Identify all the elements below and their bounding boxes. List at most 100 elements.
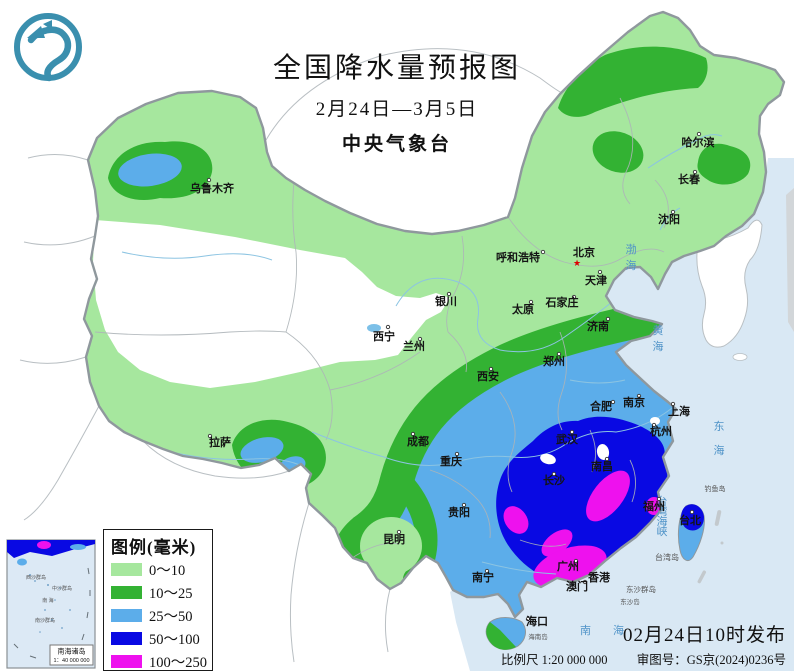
inset-scale: 1：40 000 000	[53, 658, 89, 664]
city-label: 哈尔滨	[682, 135, 715, 149]
zone-100-250-c	[541, 529, 573, 557]
legend-item: 10～25	[111, 581, 212, 604]
legend-items: 0～10 10～25 25～50 50～100 100～250	[111, 558, 212, 671]
dragon-horn-icon	[43, 20, 52, 30]
city-label: 石家庄	[545, 295, 579, 309]
inset-island-label: 南 海	[42, 597, 53, 604]
city-dot	[525, 616, 531, 622]
city-dot	[605, 316, 611, 322]
city-label: 兰州	[403, 339, 425, 353]
zone-100-250-e	[646, 497, 662, 515]
legend-swatch	[111, 655, 142, 668]
city-label: 沈阳	[658, 212, 680, 226]
city-dot	[670, 209, 676, 215]
geo-label: 东沙岛	[620, 597, 640, 606]
inset-100-250	[37, 541, 51, 549]
cma-logo	[14, 13, 82, 82]
lake-dongting	[540, 453, 556, 465]
inset-label-box	[49, 644, 94, 666]
city-label: 武汉	[556, 432, 579, 446]
inset-title: 南海诸岛	[58, 647, 86, 656]
city-label: 杭州	[650, 424, 672, 438]
sea-label: 南海	[580, 623, 646, 637]
zone-ne-blob-east	[697, 143, 751, 185]
city-dot	[540, 249, 546, 255]
city-label: 长沙	[543, 473, 565, 487]
legend-range-label: 0～10	[149, 563, 186, 579]
city-label: 南宁	[472, 570, 494, 584]
city-dot	[670, 401, 676, 407]
zone-100-250-a	[586, 470, 630, 522]
offshore-islets	[697, 510, 724, 584]
zone-ne-band	[558, 46, 708, 117]
city-dot	[446, 291, 452, 297]
legend-item: 0～10	[111, 558, 212, 581]
city-dot	[528, 299, 534, 305]
city-dot	[610, 399, 616, 405]
inset-island-label: 中沙群岛	[52, 585, 72, 592]
sea-label: 渤海	[626, 243, 637, 272]
precipitation-layers	[93, 46, 751, 617]
city-dot	[569, 429, 575, 435]
city-label: 郑州	[543, 354, 565, 368]
china-border	[82, 10, 786, 619]
zone-50-100	[496, 416, 668, 582]
city-dot	[651, 422, 657, 428]
island-sliver	[786, 188, 794, 332]
city-label: 天津	[585, 273, 607, 287]
city-dot	[597, 269, 603, 275]
legend-range-label: 100～250	[149, 655, 207, 671]
city-dot	[417, 336, 423, 342]
city-label: 乌鲁木齐	[190, 181, 235, 195]
capital-star-marker: ★	[573, 258, 581, 268]
city-label: 昆明	[383, 533, 405, 546]
inset-island-label: 南沙群岛	[35, 617, 55, 624]
zone-no-precip	[93, 220, 450, 388]
city-dot	[573, 558, 579, 564]
geo-label: 海南岛	[528, 632, 548, 641]
city-label: 上海	[668, 404, 690, 418]
legend-box: 图例(毫米) 0～10 10～25 25～50 50～100 100～250	[103, 529, 213, 671]
zone-100-250-b	[503, 506, 529, 534]
city-label: 北京	[573, 245, 595, 259]
legend-title: 图例(毫米)	[111, 538, 197, 557]
city-label: 拉萨	[209, 435, 231, 449]
city-dot	[488, 366, 494, 372]
city-label: 济南	[587, 319, 609, 333]
neighbor-borders	[19, 48, 563, 663]
city-label: 海口	[526, 614, 548, 628]
korea-landmass	[696, 219, 763, 348]
sea-label: 台湾海峡	[657, 494, 668, 538]
inset-hainan	[17, 558, 27, 566]
city-label: 呼和浩特	[496, 250, 540, 264]
city-label: 西宁	[373, 329, 395, 343]
sea-label: 黄海	[653, 323, 664, 353]
legend-swatch	[111, 563, 142, 576]
city-dot	[692, 169, 698, 175]
city-dot	[571, 294, 577, 300]
city-label: 南昌	[591, 459, 613, 473]
dragon-icon	[27, 26, 72, 82]
city-label: 长春	[678, 172, 701, 186]
sea-label: 东海	[714, 420, 725, 457]
city-dot	[689, 509, 695, 515]
dragon-head-icon	[27, 26, 45, 38]
inset-coast-50-100	[7, 540, 95, 558]
geo-label: 东沙群岛	[626, 584, 656, 594]
geo-label: 钓鱼岛	[705, 484, 726, 493]
inset-25-50-a	[70, 544, 86, 550]
lake-taihu	[650, 417, 660, 425]
pocket-kunming	[360, 517, 422, 575]
zone-ne-blob-west	[592, 131, 644, 173]
city-label: 太原	[511, 302, 534, 316]
city-label: 西安	[477, 369, 499, 383]
city-dot	[582, 579, 588, 585]
city-dot	[484, 568, 490, 574]
legend-item: 25～50	[111, 604, 212, 627]
lake-qinghai	[367, 324, 381, 332]
legend-range-label: 25～50	[149, 609, 193, 625]
city-label: 南京	[623, 395, 645, 409]
legend-item: 50～100	[111, 627, 212, 650]
jeju-island	[732, 353, 748, 361]
